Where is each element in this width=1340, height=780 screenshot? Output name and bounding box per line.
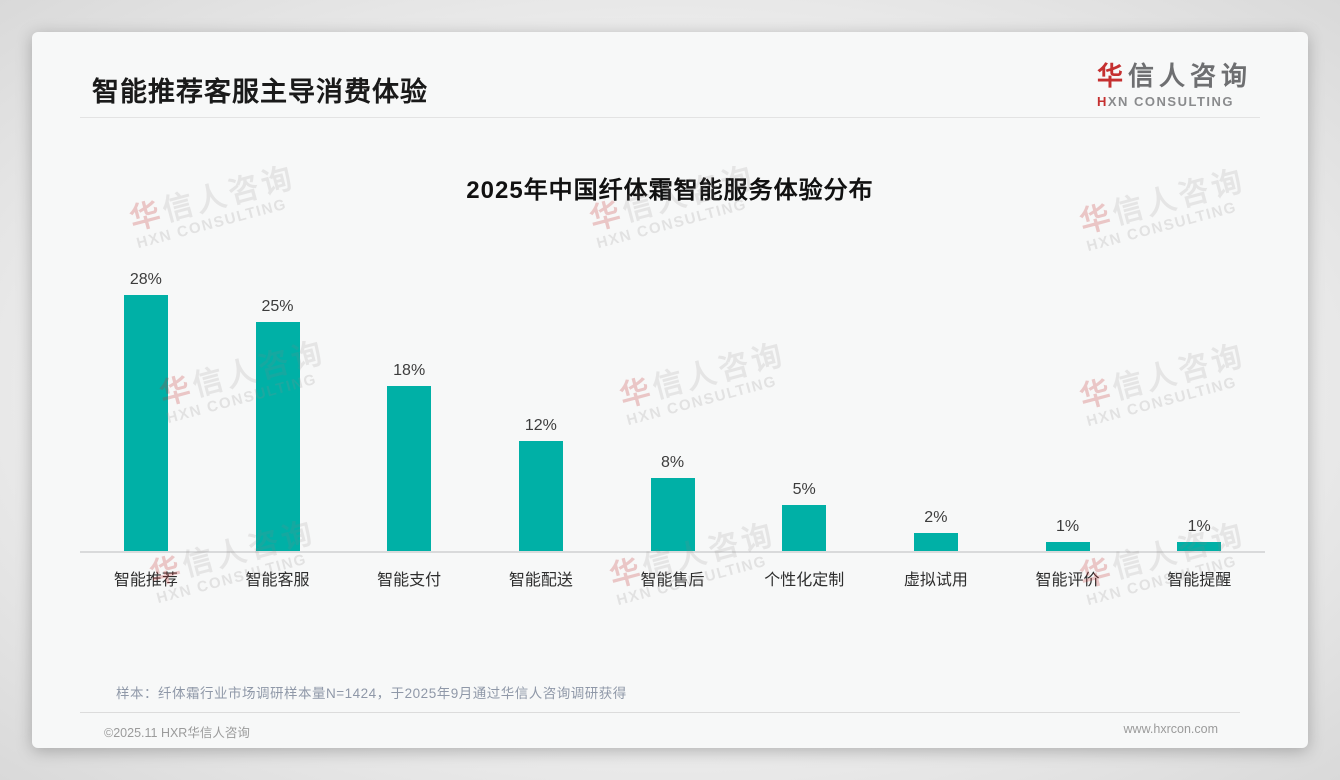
chart-plot: 28% 25% 18% 12% 8% 5% 2% 1% 1%: [80, 251, 1265, 551]
footer-divider: [80, 712, 1240, 713]
category-label: 智能评价: [1035, 572, 1100, 589]
logo-en-text: HXN CONSULTING: [1096, 94, 1235, 109]
bar-value-label: 28%: [129, 271, 162, 288]
page-title: 智能推荐客服主导消费体验: [92, 77, 428, 107]
bar-value-label: 1%: [1055, 518, 1080, 535]
bar: [255, 322, 300, 551]
header: 智能推荐客服主导消费体验 华信人咨询 HXN CONSULTING: [32, 32, 1308, 109]
bar: [782, 505, 827, 551]
bar: [518, 441, 563, 551]
chart-axis-baseline: [80, 551, 1265, 553]
chart-category-labels: 智能推荐 智能客服 智能支付 智能配送 智能售后 个性化定制 虚拟试用 智能评价 智能提醒: [80, 566, 1265, 590]
bar: [650, 478, 695, 551]
bar-group: 18%: [343, 251, 475, 551]
bar-value-label: 5%: [792, 481, 816, 498]
company-logo: 华信人咨询 HXN CONSULTING: [1097, 56, 1252, 109]
bar-group: 5%: [738, 251, 870, 551]
category-label: 智能提醒: [1167, 572, 1232, 589]
sample-note: 样本：纤体霜行业市场调研样本量N=1424，于2025年9月通过华信人咨询调研获…: [116, 686, 627, 701]
bar: [1177, 542, 1222, 551]
bar-group: 12%: [475, 251, 607, 551]
footer-copyright: ©2025.11 HXR华信人咨询: [104, 726, 250, 740]
bar-group: 2%: [870, 251, 1002, 551]
category-label: 智能支付: [377, 572, 442, 589]
category-label: 个性化定制: [764, 572, 845, 589]
bar-value-label: 8%: [660, 454, 685, 471]
bar-group: 25%: [212, 251, 344, 551]
bar: [913, 533, 958, 551]
bar-group: 8%: [607, 251, 739, 551]
bar-group: 1%: [1002, 251, 1134, 551]
category-label: 虚拟试用: [903, 572, 968, 589]
bar: [387, 386, 432, 551]
category-label: 智能售后: [640, 572, 705, 589]
category-label: 智能配送: [508, 572, 573, 589]
bar-value-label: 18%: [393, 362, 426, 379]
header-divider: [80, 117, 1260, 118]
bar-value-label: 25%: [261, 298, 294, 315]
bar: [1045, 542, 1090, 551]
logo-cn-text: 华信人咨询: [1096, 61, 1252, 91]
footer: ©2025.11 HXR华信人咨询 www.hxrcon.com: [104, 722, 1218, 741]
bar-value-label: 1%: [1187, 518, 1211, 535]
category-label: 智能客服: [245, 572, 310, 589]
footer-website: www.hxrcon.com: [1123, 722, 1218, 736]
bar: [123, 295, 168, 551]
slide-card: 智能推荐客服主导消费体验 华信人咨询 HXN CONSULTING 2025年中…: [32, 32, 1308, 748]
bar-value-label: 12%: [524, 417, 557, 434]
category-label: 智能推荐: [113, 572, 178, 589]
bar-group: 28%: [80, 251, 212, 551]
chart-title: 2025年中国纤体霜智能服务体验分布: [466, 177, 874, 204]
bar-group: 1%: [1133, 251, 1265, 551]
bar-value-label: 2%: [924, 509, 948, 526]
